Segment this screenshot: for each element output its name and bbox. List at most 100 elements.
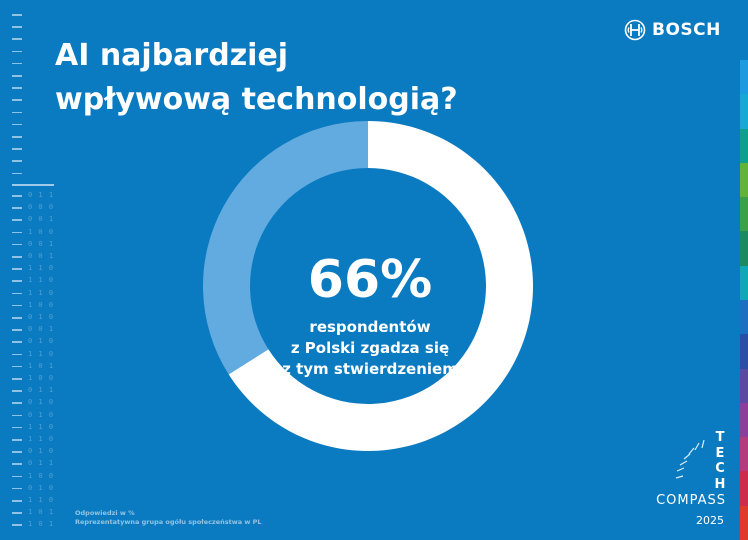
page-title: AI najbardziej wpływową technologią? [55, 34, 458, 122]
caption-line-1: respondentów [309, 318, 431, 336]
binary-digits: 1 0 0 [28, 471, 55, 480]
binary-digits: 0 1 1 [28, 191, 55, 199]
decoration-dash [12, 402, 22, 404]
title-line-1: AI najbardziej [55, 38, 289, 73]
decoration-dash [12, 87, 22, 89]
decoration-dash [12, 136, 22, 138]
decoration-dash [12, 426, 22, 429]
binary-digits: 1 1 0 [28, 349, 55, 358]
compass-wordmark: COMPASS [656, 493, 726, 508]
decoration-dash [12, 256, 22, 258]
decoration-dash [12, 280, 22, 282]
stripe-segment [740, 300, 748, 335]
decoration-dash [12, 463, 22, 465]
donut-slice-0 [228, 121, 534, 451]
decoration-dash [12, 231, 22, 234]
binary-digits: 1 0 1 [28, 508, 55, 517]
decoration-dash [12, 341, 22, 343]
binary-digits: 0 1 0 [28, 410, 55, 419]
stripe-segment [740, 94, 748, 130]
binary-digits: 0 0 1 [28, 215, 55, 224]
decoration-dash [12, 329, 22, 331]
compass-year: 2025 [696, 514, 724, 527]
decoration-dash [12, 487, 22, 490]
stripe-segment [740, 402, 748, 438]
color-stripe [740, 0, 748, 540]
decoration-dash [12, 50, 22, 53]
stripe-segment [740, 334, 748, 370]
decoration-dash [12, 75, 22, 77]
binary-digits: 1 1 0 [28, 496, 55, 504]
tech-letter: H [714, 476, 726, 492]
decoration-dash [12, 172, 22, 175]
donut-slice-1 [203, 121, 368, 375]
binary-digits: 0 1 0 [28, 483, 55, 492]
binary-digits: 0 1 0 [28, 447, 55, 456]
stripe-segment [740, 128, 748, 164]
binary-digits: 1 0 0 [28, 300, 55, 309]
decoration-line [12, 184, 54, 186]
stripe-segment [740, 60, 748, 95]
decoration-dash [12, 500, 22, 502]
decoration-dash [12, 353, 22, 356]
decoration-dash [12, 123, 22, 126]
decoration-dash [12, 62, 22, 65]
tech-letter: C [715, 461, 725, 476]
decoration-dash [12, 414, 22, 417]
decoration-dash [12, 14, 22, 16]
binary-digits: 1 0 0 [28, 374, 55, 382]
left-decoration: 0 1 1 0 0 0 0 0 1 1 0 0 0 0 1 0 0 1 1 1 0 1 1 0… [12, 10, 56, 535]
stripe-segment [740, 265, 748, 301]
binary-digits: 1 0 1 [28, 520, 55, 529]
decoration-dash [12, 268, 22, 270]
compass-rays-icon [675, 439, 705, 479]
stripe-segment [740, 505, 748, 540]
decoration-dash [12, 390, 22, 392]
binary-digits: 1 1 0 [28, 276, 55, 285]
decoration-dash [12, 207, 22, 209]
binary-digits: 1 1 0 [28, 422, 55, 431]
stripe-segment [740, 231, 748, 267]
binary-digits: 0 1 0 [28, 313, 55, 321]
bosch-logo: BOSCH [624, 17, 721, 43]
decoration-dash [12, 148, 22, 150]
decoration-dash [12, 365, 22, 368]
binary-digits: 1 0 0 [28, 227, 55, 236]
brand-name: BOSCH [652, 20, 721, 40]
binary-digits: 0 1 0 [28, 398, 55, 407]
footnote: Odpowiedzi w % Reprezentatywna grupa ogó… [75, 509, 262, 527]
decoration-dash [12, 99, 22, 101]
decoration-dash [12, 475, 22, 478]
stripe-segment [740, 437, 748, 472]
decoration-dash [12, 243, 22, 246]
decoration-dash [12, 219, 22, 221]
decoration-dash [12, 38, 22, 40]
binary-digits: 0 1 0 [28, 337, 55, 346]
stripe-segment [740, 162, 748, 198]
tech-letter: E [715, 445, 725, 461]
tech-letter: T [715, 430, 725, 445]
binary-digits: 1 0 1 [28, 361, 55, 370]
caption-line-3: z tym stwierdzeniem [282, 360, 458, 378]
decoration-dash [12, 292, 22, 295]
decoration-dash [12, 524, 22, 526]
binary-digits: 0 0 0 [28, 203, 55, 212]
stripe-segment [740, 471, 748, 507]
tech-compass-logo: T E C H COMPASS 2025 [640, 430, 730, 535]
decoration-dash [12, 317, 22, 319]
tech-wordmark: T E C H [713, 430, 727, 492]
percentage-caption: respondentów z Polski zgadza się z tym s… [250, 317, 490, 380]
binary-digits: 1 1 0 [28, 288, 55, 297]
binary-digits: 0 1 1 [28, 386, 55, 395]
binary-digits: 0 0 1 [28, 325, 55, 334]
footnote-line-2: Reprezentatywna grupa ogółu społeczeństw… [75, 518, 262, 526]
decoration-dash [12, 512, 22, 514]
footnote-line-1: Odpowiedzi w % [75, 509, 135, 517]
stripe-segment [740, 368, 748, 404]
decoration-dash [12, 451, 22, 453]
decoration-dash [12, 160, 22, 162]
decoration-dash [12, 439, 22, 441]
decoration-dash [12, 111, 22, 114]
stripe-segment [740, 197, 748, 232]
binary-digits: 0 1 1 [28, 459, 55, 468]
